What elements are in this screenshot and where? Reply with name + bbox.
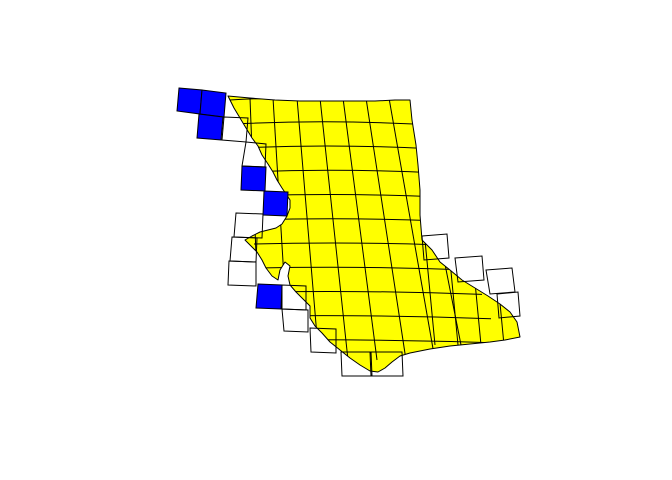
flagged-cells	[176, 87, 289, 310]
flagged-cell	[199, 89, 227, 118]
flagged-cell	[262, 190, 289, 217]
outer-cells	[221, 116, 521, 377]
flagged-cell	[240, 165, 267, 192]
flagged-cell	[196, 113, 224, 141]
province-region	[227, 95, 521, 373]
flagged-cell	[176, 87, 203, 115]
flagged-cell	[255, 283, 283, 310]
